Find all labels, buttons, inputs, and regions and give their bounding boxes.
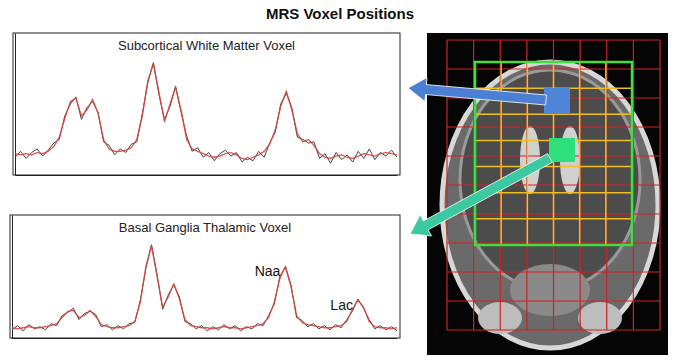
spectrum-line [15,64,397,160]
panel-title: Subcortical White Matter Voxel [118,38,295,53]
spectrum-panel: Subcortical White Matter Voxel [13,33,400,176]
spectrum-line [12,246,397,329]
voxel-basal-ganglia [549,138,575,162]
spectrum-panel: Basal Ganglia Thalamic Voxel Naa Lac [10,215,400,339]
voxel-white-matter [544,88,570,114]
grid-line-yellow [475,166,632,168]
arrow-white-matter [408,78,546,105]
figure-title: MRS Voxel Positions [266,5,414,22]
x-axis [16,175,398,176]
selection-box [475,62,632,245]
grid-line-yellow [475,218,632,220]
grid-line-yellow [475,192,632,194]
plot-frame [13,33,400,175]
grid-line-red [553,40,554,330]
plot-frame [10,215,400,338]
grid-line-yellow [500,62,502,245]
arrow-basal-ganglia [410,154,552,236]
grid-line-yellow [605,62,607,245]
peak-label: Naa [255,263,281,279]
x-axis [13,338,398,339]
voxel-grid [447,40,660,330]
axis-line [16,175,398,176]
axis-line [13,338,398,339]
brain [460,70,640,290]
y-axis [12,216,13,339]
spectrum-line [12,245,397,331]
mri-image [427,33,668,355]
plot-marks [12,245,397,331]
axis-line [12,216,13,339]
grid-line-red [447,300,660,301]
plot-marks [15,63,397,164]
peak-label: Lac [330,297,353,313]
panel-title: Basal Ganglia Thalamic Voxel [119,220,292,235]
figure: MRS Voxel Positions Subcortical White Mat… [0,0,674,362]
spectrum-line [15,63,397,164]
image-background [427,33,668,355]
grid-line-yellow [579,62,581,245]
grid-line-red [447,271,660,272]
grid-line-yellow [527,62,529,245]
grid-line-red [447,39,660,40]
grid-line-red [447,329,660,330]
orbit-right [578,302,622,334]
